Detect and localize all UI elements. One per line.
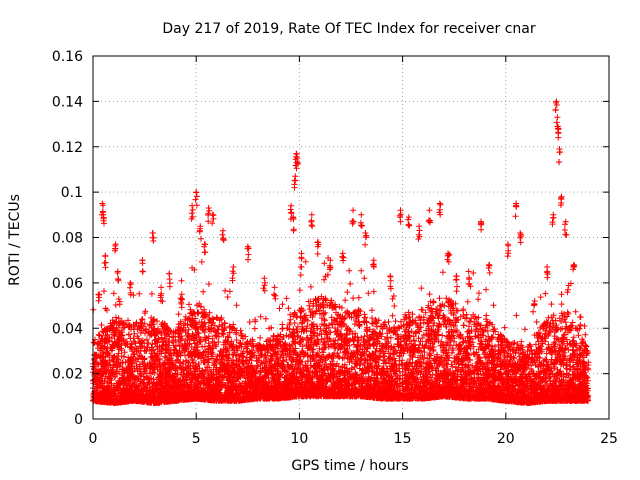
data-point: [439, 269, 446, 276]
data-points: [90, 98, 592, 406]
data-point: [417, 338, 424, 345]
data-point: [251, 325, 258, 332]
data-point: [521, 326, 528, 333]
data-point: [558, 291, 565, 298]
data-point: [297, 272, 304, 278]
data-point: [112, 302, 119, 308]
data-point: [476, 290, 482, 297]
data-point: [416, 341, 423, 348]
data-point: [391, 303, 398, 309]
data-point: [510, 340, 517, 347]
data-point: [257, 313, 264, 320]
data-point: [143, 336, 150, 343]
data-point: [418, 285, 425, 292]
data-point: [501, 324, 508, 331]
data-point: [178, 277, 185, 284]
data-point: [311, 333, 318, 340]
gridlines: [93, 56, 609, 419]
data-point: [307, 283, 314, 290]
data-point: [347, 328, 354, 335]
data-point: [475, 296, 482, 303]
data-point: [361, 311, 368, 318]
data-point: [186, 301, 192, 308]
data-point: [346, 267, 353, 274]
data-point: [436, 295, 443, 302]
data-point: [321, 276, 328, 283]
data-point: [306, 306, 313, 313]
data-point: [361, 275, 368, 282]
data-point: [136, 290, 143, 297]
data-point: [490, 302, 497, 309]
data-point: [198, 258, 205, 265]
data-point: [205, 281, 212, 288]
data-point: [200, 288, 207, 295]
data-point: [446, 354, 453, 361]
data-point: [285, 305, 292, 312]
data-point: [257, 334, 264, 341]
data-point: [230, 321, 237, 328]
data-point: [226, 288, 233, 295]
data-point: [283, 295, 290, 302]
data-point: [460, 322, 467, 329]
data-point: [569, 319, 576, 326]
data-point: [279, 301, 286, 308]
data-point: [177, 295, 184, 302]
data-point: [558, 301, 565, 308]
data-point: [537, 294, 544, 301]
data-point: [548, 301, 555, 308]
data-point: [389, 295, 396, 302]
data-point: [110, 290, 117, 297]
data-point: [385, 319, 392, 325]
data-point: [362, 314, 369, 321]
data-point: [262, 315, 269, 322]
data-point: [561, 331, 568, 338]
data-point: [276, 305, 283, 312]
data-point: [296, 287, 303, 294]
data-point: [222, 287, 229, 294]
data-point: [355, 294, 362, 301]
data-point: [101, 288, 107, 295]
data-point: [161, 353, 168, 360]
data-point: [486, 337, 493, 344]
data-point: [182, 357, 189, 364]
data-point: [358, 267, 365, 274]
data-point: [477, 368, 484, 375]
data-point: [513, 312, 520, 319]
chart-title: Day 217 of 2019, Rate Of TEC Index for r…: [162, 21, 536, 37]
data-point: [350, 295, 357, 302]
